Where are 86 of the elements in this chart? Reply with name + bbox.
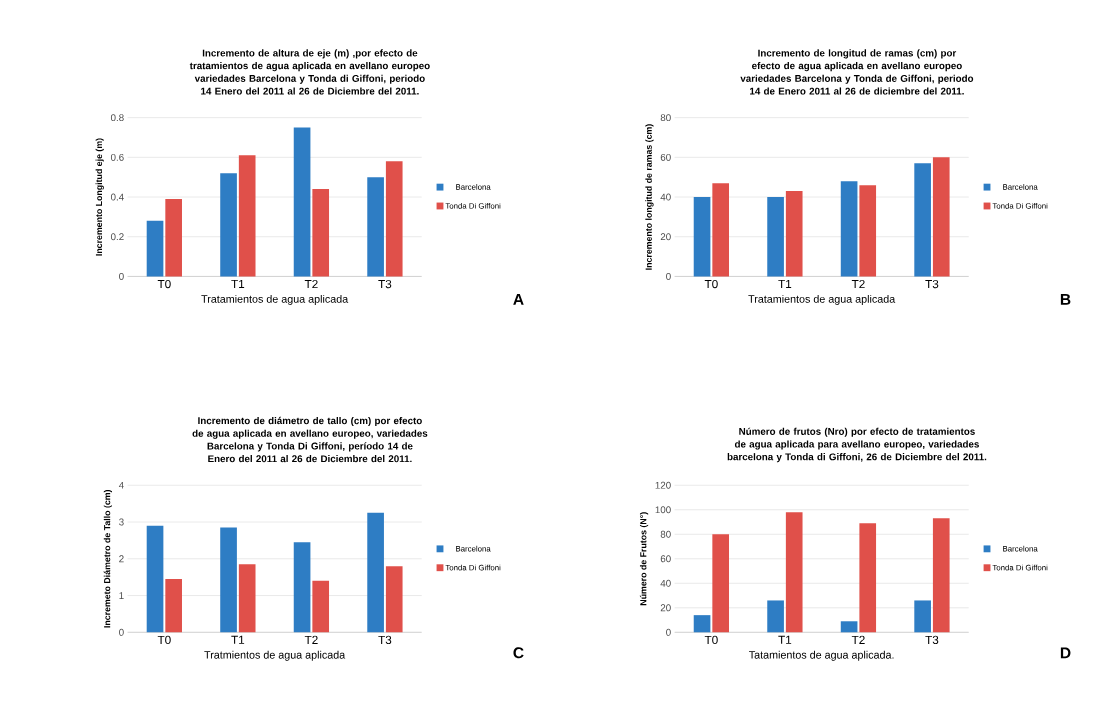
chart-title: Incremento de longitud de ramas (cm) por efecto de agua aplicada en avellano europeo variedades Barcelona y Tonda de Giffoni, periodo 14 de Enero 2011 al 26 de diciembre del 2011. [740,49,974,95]
y-tick-label: 0.8 [110,114,124,122]
bar [220,173,237,277]
chart-title: Incremento de diámetro de tallo (cm) por efecto de agua aplicada en avellano europeo, variedades Barcelona y Tonda Di Giffoni, período 14 de Enero del 2011 al 26 de Diciembre del 2011. [192,416,428,463]
y-tick-label: 1 [119,592,124,599]
x-tick-label: T2 [304,279,318,289]
x-axis-title: Tratamientos de agua aplicada [748,294,896,305]
x-tick-label: T2 [304,635,318,645]
bar [238,564,256,633]
x-tick-label: T1 [778,635,792,644]
y-tick-label: 60 [660,153,671,161]
y-axis-title: Incremento Longitud eje (m) [95,138,104,256]
x-tick-label: T3 [378,279,392,289]
x-tick-label: T1 [231,279,245,289]
y-tick-label: 2 [119,555,124,563]
y-tick-label: 80 [660,114,671,122]
y-axis-title: Incremeto Diámetro de Tallo (cm) [103,490,112,628]
chart-title: Número de frutos (Nro) por efecto de tratamientos de agua aplicada para avellano europeo, variedades barcelona y Tonda di Giffoni, 26 de Diciembre del 2011. [727,427,987,463]
bar [767,197,784,277]
text: B [1060,294,1071,305]
y-tick-label: 0 [119,273,124,280]
bar [859,523,877,633]
chart-title: Incremento de altura de eje (m) ,por efecto de tratamientos de agua aplicada en avellano europeo variedades Barcelona y Tonda di Giffoni, periodo 14 Enero del 2011 al 26 de Diciembre del 2011. [189,49,430,95]
y-tick-label: 20 [660,233,671,241]
bar [712,183,730,277]
y-tick-label: 0.2 [110,233,124,241]
bar [385,566,403,633]
y-tick-label: 0.6 [110,153,124,161]
y-tick-label: 4 [118,481,124,489]
x-tick-label: T3 [925,279,939,289]
bar [165,199,182,277]
y-tick-label: 0 [119,628,124,636]
x-tick-label: T1 [778,279,792,289]
bar [840,621,858,633]
y-tick-label: 120 [655,481,671,489]
x-tick-label: T0 [704,635,718,645]
y-tick-label: 20 [660,604,671,612]
y-tick-label: 3 [119,518,124,526]
y-tick-label: 0 [666,628,671,636]
bar [785,512,803,633]
x-tick-label: T0 [157,635,171,645]
x-tick-label: T3 [378,635,392,645]
y-axis-title: Incremento longitud de ramas (cm) [645,124,654,270]
x-tick-label: T1 [231,635,245,644]
bar [693,615,711,633]
y-axis-title: Número de Frutos (N°) [639,512,649,606]
bar [165,579,182,633]
bar [367,512,384,633]
y-tick-label: 60 [660,555,671,563]
text: D [1060,647,1071,659]
bar [932,518,950,633]
bar [146,220,164,277]
bar [293,542,311,633]
x-axis-title: Tratamientos de agua aplicada [201,294,349,305]
bar [712,534,730,633]
y-tick-label: 0 [666,273,671,280]
bar [220,527,237,633]
bar [312,580,330,633]
bar [840,181,858,277]
x-tick-label: T3 [925,635,939,645]
x-tick-label: T0 [704,279,718,289]
y-tick-label: 40 [660,193,671,201]
x-tick-label: T2 [851,279,865,289]
bar [693,197,711,277]
y-tick-label: 0.4 [110,193,124,201]
bar [785,191,803,277]
bar [859,185,877,277]
bar [767,600,784,633]
x-tick-label: T0 [157,279,171,289]
bar [914,600,931,633]
y-tick-label: 80 [660,530,671,538]
text: C [513,647,524,659]
bar [312,189,330,277]
text: A [513,294,524,305]
bar [385,161,403,277]
y-tick-label: 100 [655,506,671,514]
y-tick-label: 40 [660,579,671,587]
bar [146,525,164,633]
x-tick-label: T2 [851,635,865,645]
bar [293,127,311,277]
bar [238,155,256,277]
x-axis-title: Tatamientos de agua aplicada. [749,650,894,661]
bar [914,163,931,277]
x-axis-title: Tratmientos de agua aplicada [204,650,346,661]
bar [932,157,950,277]
bar [367,177,384,277]
